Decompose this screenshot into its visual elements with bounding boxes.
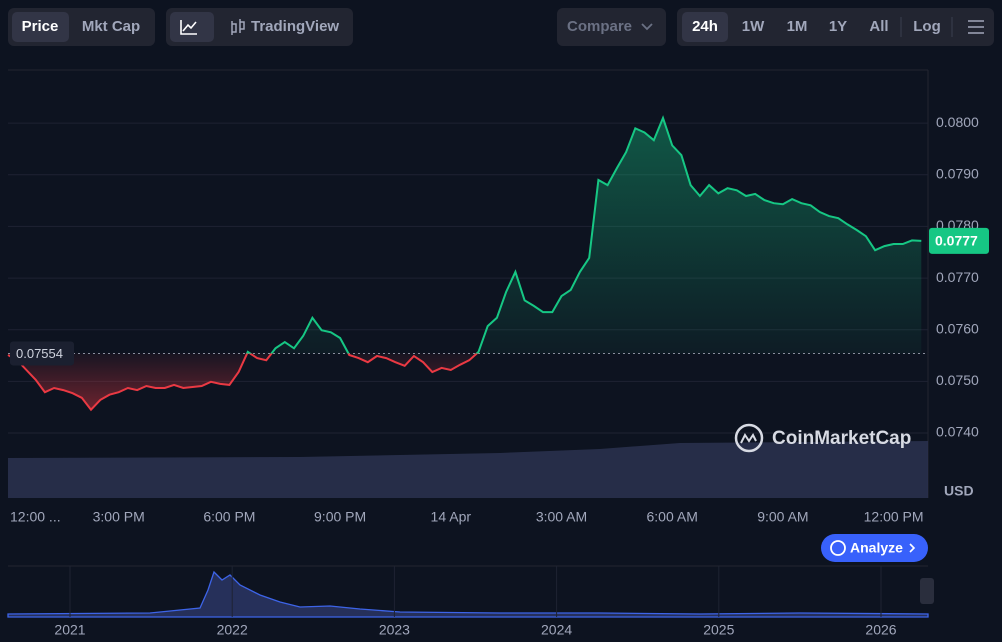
volume-band <box>8 441 928 498</box>
price-label: Price <box>22 18 59 35</box>
current-price-bg <box>929 227 989 254</box>
mktcap-button[interactable]: Mkt Cap <box>82 18 140 35</box>
nav-year-label: 2021 <box>54 622 85 638</box>
x-tick-label: 12:00 ... <box>10 509 61 525</box>
price-line <box>7 115 922 412</box>
y-tick-label: 0.0790 <box>936 166 979 182</box>
range-button[interactable]: 1W <box>742 18 765 35</box>
logo-mark <box>740 433 757 444</box>
nav-year-label: 2026 <box>865 622 896 638</box>
y-tick-label: 0.0770 <box>936 269 979 285</box>
x-tick-label: 3:00 AM <box>536 509 587 525</box>
range-button[interactable]: 24h <box>692 18 718 35</box>
nav-year-label: 2022 <box>217 622 248 638</box>
log-button[interactable]: Log <box>913 18 941 35</box>
candle-icon <box>231 19 245 35</box>
price-button[interactable] <box>12 12 69 42</box>
x-tick-label: 14 Apr <box>431 509 472 525</box>
analyze-icon <box>830 540 846 556</box>
currency: USD <box>944 483 974 499</box>
range-button[interactable]: 1M <box>787 18 808 35</box>
line-icon <box>180 20 197 35</box>
nav-year-label: 2024 <box>541 622 572 638</box>
logo <box>734 423 764 453</box>
settings-icon[interactable] <box>968 20 984 34</box>
nav-year-label: 2023 <box>379 622 410 638</box>
y-tick-label: 0.0740 <box>936 424 979 440</box>
compare-label: Compare <box>567 18 632 35</box>
compare-dropdown[interactable] <box>557 8 666 46</box>
baseline-label-bg <box>10 341 74 366</box>
nav-handle[interactable] <box>920 578 934 604</box>
range-group <box>677 8 994 46</box>
range-button[interactable]: All <box>869 18 888 35</box>
navigator: 2021 2022 2023 2024 2025 2026 <box>7 565 934 638</box>
nav-year-label: 2025 <box>703 622 734 638</box>
x-tick-label: 9:00 PM <box>314 509 366 525</box>
x-tick-label: 12:00 PM <box>864 509 924 525</box>
watermark: CoinMarketCap <box>734 423 911 453</box>
tradingview-button[interactable]: TradingView <box>251 18 339 35</box>
range-button[interactable]: 1Y <box>829 18 847 35</box>
range-active <box>682 12 728 42</box>
current-price-label: 0.0777 <box>935 233 978 249</box>
baseline-label: 0.07554 <box>16 346 63 361</box>
analyze-label: Analyze <box>850 540 903 556</box>
y-tick-label: 0.0760 <box>936 320 979 336</box>
chevron <box>641 23 653 31</box>
watermark-text: CoinMarketCap <box>772 428 911 449</box>
y-tick-label: 0.0750 <box>936 372 979 388</box>
analyze-chevron <box>909 543 916 553</box>
x-tick-label: 6:00 AM <box>647 509 698 525</box>
nav-area <box>7 570 929 618</box>
y-tick-label: 0.0800 <box>936 114 979 130</box>
toolbar: Price Mkt Cap TradingView Compare 24h 1W… <box>8 8 994 46</box>
x-tick-label: 3:00 PM <box>93 509 145 525</box>
analyze-button[interactable] <box>821 534 928 562</box>
x-tick-label: 9:00 AM <box>757 509 808 525</box>
x-tick-label: 6:00 PM <box>203 509 255 525</box>
price-area <box>8 118 922 410</box>
